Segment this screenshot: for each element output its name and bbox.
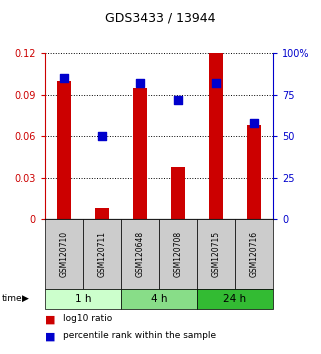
Point: [99, 133, 104, 139]
Point: [175, 97, 180, 103]
Text: GSM120708: GSM120708: [173, 231, 182, 277]
Text: time: time: [2, 294, 22, 303]
Point: [61, 75, 66, 81]
Text: GSM120711: GSM120711: [97, 231, 107, 277]
Point: [251, 120, 256, 126]
Text: ■: ■: [45, 314, 56, 324]
Text: GSM120710: GSM120710: [59, 231, 68, 277]
Bar: [95, 209, 108, 219]
Text: GSM120716: GSM120716: [249, 231, 258, 277]
Bar: [133, 88, 147, 219]
Text: GDS3433 / 13944: GDS3433 / 13944: [105, 11, 216, 24]
Text: 4 h: 4 h: [151, 294, 167, 304]
Text: ▶: ▶: [22, 294, 29, 303]
Bar: [171, 167, 185, 219]
Point: [137, 80, 143, 86]
Bar: [209, 53, 222, 219]
Bar: [247, 125, 261, 219]
Text: percentile rank within the sample: percentile rank within the sample: [63, 331, 216, 340]
Text: GSM120648: GSM120648: [135, 231, 144, 277]
Text: GSM120715: GSM120715: [211, 231, 221, 277]
Point: [213, 80, 218, 86]
Text: log10 ratio: log10 ratio: [63, 314, 112, 323]
Bar: [57, 81, 71, 219]
Text: 24 h: 24 h: [223, 294, 247, 304]
Text: ■: ■: [45, 331, 56, 341]
Text: 1 h: 1 h: [75, 294, 91, 304]
